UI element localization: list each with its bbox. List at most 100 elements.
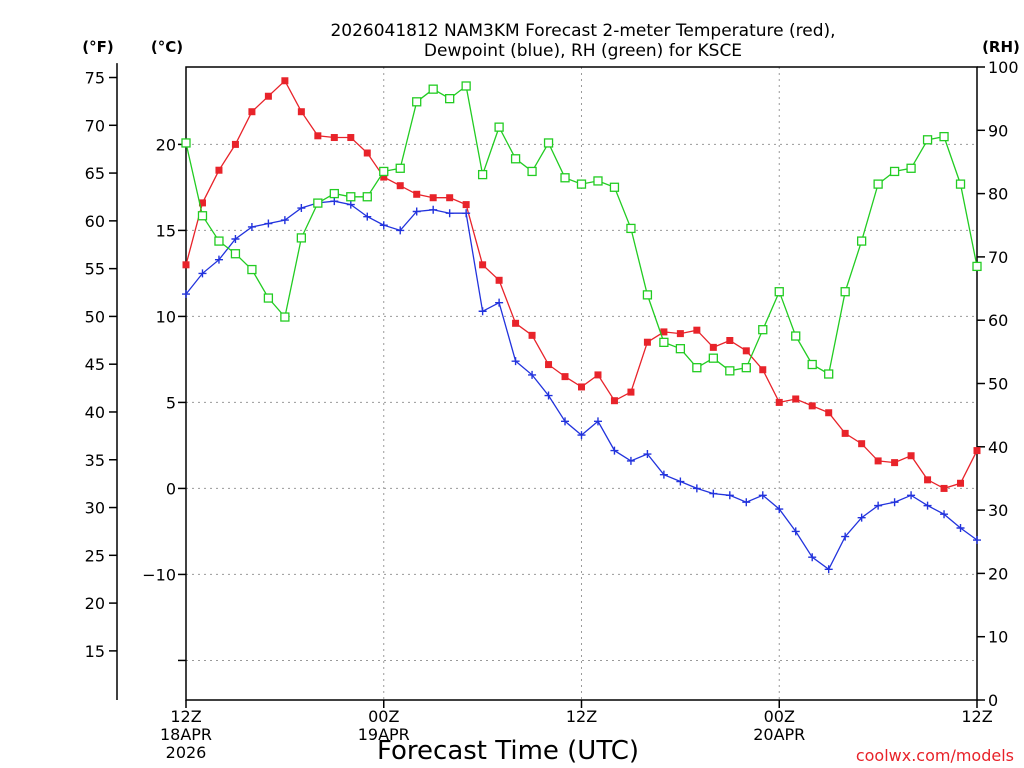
2-meter-temperature-point [627,388,635,396]
2-meter-temperature-point [874,457,882,465]
2-meter-temperature-point [891,459,899,467]
rh-point [412,97,422,107]
2-meter-temperature-point [248,108,256,116]
celsius-unit-label: (°C) [151,38,183,56]
dewpoint-point [808,553,817,562]
dewpoint-point [363,212,372,221]
2-meter-temperature-point [841,429,849,437]
dewpoint-point [214,255,223,264]
rh-point [856,236,867,246]
x-axis-label: Forecast Time (UTC) [377,736,639,766]
fahrenheit-tick-label: 40 [85,403,105,422]
celsius-tick-label: −10 [142,565,176,584]
rh-point [263,293,274,303]
dewpoint-point [478,307,487,316]
rh-tick-label: 40 [988,438,1008,457]
dewpoint-point [610,446,619,455]
dewpoint-point [676,477,685,486]
credit-text[interactable]: coolwx.com/models [856,746,1014,765]
2-meter-temperature-point [578,383,585,391]
fahrenheit-tick-label: 65 [85,164,105,183]
2-meter-temperature-point [693,326,701,334]
2-meter-temperature-point [775,398,783,406]
dewpoint-point [593,417,602,426]
dewpoint-point [692,484,701,493]
fahrenheit-tick-label: 55 [85,260,105,279]
rh-point [609,182,620,192]
2-meter-temperature-point [924,476,932,484]
dewpoint-point [626,456,635,465]
fahrenheit-tick-label: 35 [85,451,105,470]
rh-point [296,233,307,243]
dewpoint-point [841,532,850,541]
rh-tick-label: 60 [988,311,1008,330]
2-meter-temperature-point [413,190,421,198]
2-meter-temperature-point [643,338,651,346]
x-tick-label: 20APR [753,725,805,744]
fahrenheit-tick-label: 75 [85,69,105,88]
2-meter-temperature-point [363,149,371,157]
x-tick-label: 12Z [961,707,992,726]
rh-point [626,223,636,234]
2-meter-temperature-point [479,261,487,269]
2-meter-temperature-point [742,347,750,355]
x-tick-label: 18APR [160,725,212,744]
2-meter-temperature-point [429,194,437,202]
2-meter-temperature-point [380,173,388,181]
rh-point [379,166,389,177]
dewpoint-point [973,536,981,545]
dewpoint-point [956,523,965,532]
2-meter-temperature-point [495,276,503,284]
rh-tick-label: 80 [988,185,1008,204]
rh-point [510,154,521,164]
2-meter-temperature-point [759,366,767,374]
dewpoint-point [445,209,454,218]
rh-point [428,84,438,94]
rh-point [445,94,455,104]
x-tick-label: 2026 [166,743,207,762]
dewpoint-point [396,226,405,235]
2-meter-temperature-point [446,194,454,202]
2-meter-temperature-point [907,452,915,460]
2-meter-temperature-point [512,319,520,327]
dewpoint-point [643,450,652,459]
dewpoint-point [182,290,190,299]
2-meter-temperature-point [726,336,734,344]
dewpoint-point [495,298,504,307]
rh-point [873,179,883,189]
2-meter-temperature-point [676,330,684,338]
dewpoint-point [264,219,273,228]
rh-tick-label: 20 [988,564,1008,583]
2-meter-temperature-point [610,397,618,405]
dewpoint-point [330,197,339,206]
rh-point [461,81,471,91]
rh-point [560,173,570,183]
rh-tick-label: 70 [988,248,1008,267]
rh-point [280,312,290,322]
2-meter-temperature-point [792,395,800,403]
dewpoint-point [577,431,586,440]
data-series [181,77,982,574]
dewpoint-point [462,209,471,218]
dewpoint-point [561,417,570,426]
2-meter-temperature-point [545,361,553,369]
rh-point [181,138,191,148]
2-meter-temperature-point [660,328,668,336]
rh-unit-label: (RH) [982,38,1020,56]
2-meter-temperature-point [264,92,272,100]
dewpoint-point [528,370,537,379]
dewpoint-point [544,391,553,400]
celsius-tick-label: 10 [156,307,176,326]
2-meter-temperature-point [858,440,866,448]
2-meter-temperature-point [973,447,981,455]
dewpoint-point [775,505,784,514]
rh-point [955,179,966,189]
rh-point [659,337,669,348]
rh-point [889,166,900,177]
dewpoint-point [429,205,438,214]
dewpoint-point [923,501,932,510]
2-meter-temperature-point [347,134,355,142]
dewpoint-point [890,498,899,507]
dewpoint-point [346,200,355,209]
dewpoint-point [247,222,256,231]
